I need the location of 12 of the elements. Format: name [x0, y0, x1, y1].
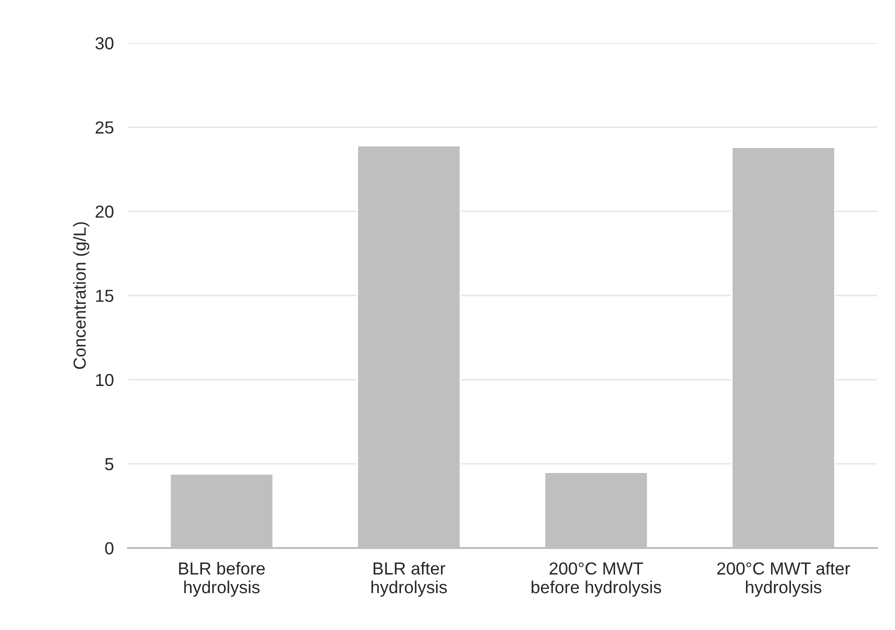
y-tick-label: 0: [105, 542, 114, 554]
x-tick-label: BLR after hydrolysis: [371, 562, 447, 597]
x-tick-label: BLR before hydrolysis: [179, 562, 265, 597]
y-tick-label: 25: [96, 121, 114, 134]
x-tick-label: 200°C MWT after hydrolysis: [717, 562, 850, 597]
y-tick-label: 20: [96, 206, 114, 218]
y-tick-label: 5: [105, 458, 114, 470]
y-axis-title: Concentration (g/L): [73, 222, 90, 369]
x-tick-label: 200°C MWT before hydrolysis: [532, 562, 662, 597]
y-tick-label: 10: [96, 374, 114, 386]
y-tick-label: 30: [95, 37, 114, 50]
y-tick-label: 15: [96, 290, 114, 302]
